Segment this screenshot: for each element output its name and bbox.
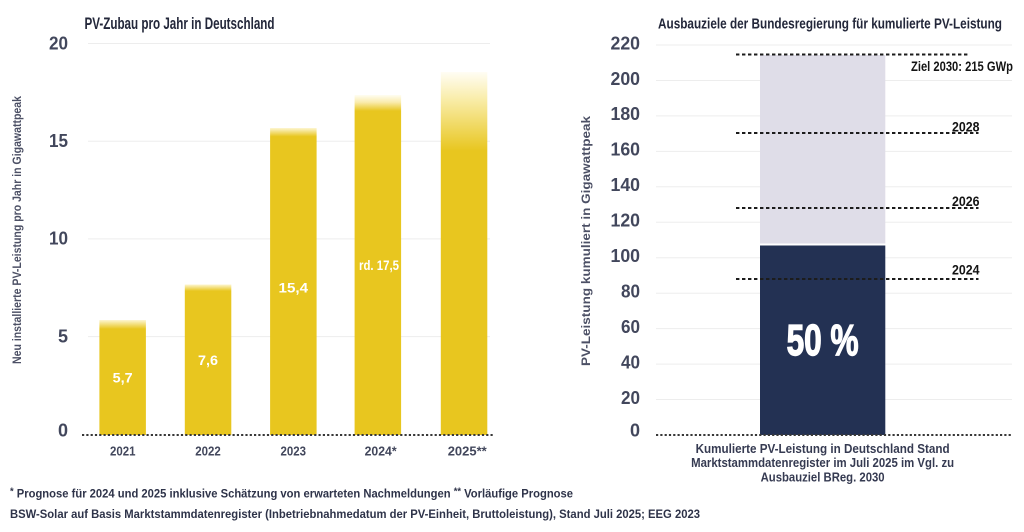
- svg-text:15,4: 15,4: [279, 280, 309, 296]
- svg-text:Ziel 2030: 215 GWp: Ziel 2030: 215 GWp: [911, 59, 1013, 74]
- svg-text:200: 200: [611, 69, 641, 89]
- svg-text:180: 180: [611, 104, 641, 124]
- svg-text:Marktstammdatenregister im Jul: Marktstammdatenregister im Juli 2025 im …: [691, 455, 954, 470]
- svg-text:10: 10: [49, 229, 68, 249]
- svg-text:Ausbauziele der Bundesregierun: Ausbauziele der Bundesregierung für kumu…: [658, 15, 1002, 32]
- svg-text:rd. 17,5: rd. 17,5: [359, 257, 399, 273]
- svg-text:140: 140: [611, 175, 641, 195]
- svg-text:100: 100: [611, 246, 641, 266]
- svg-text:Kumulierte PV-Leistung in Deut: Kumulierte PV-Leistung in Deutschland St…: [696, 441, 950, 456]
- svg-text:2021: 2021: [110, 444, 136, 459]
- svg-text:5: 5: [58, 326, 68, 346]
- svg-text:120: 120: [611, 211, 641, 231]
- svg-text:0: 0: [58, 421, 68, 441]
- svg-text:PV-Zubau pro Jahr in Deutschla: PV-Zubau pro Jahr in Deutschland: [85, 15, 275, 33]
- svg-text:2028: 2028: [952, 120, 980, 135]
- svg-text:5,7: 5,7: [113, 370, 133, 386]
- svg-text:20: 20: [49, 33, 68, 53]
- svg-text:2022: 2022: [195, 444, 221, 459]
- svg-text:40: 40: [621, 352, 640, 372]
- svg-text:2025**: 2025**: [448, 444, 488, 459]
- svg-text:80: 80: [621, 282, 640, 302]
- svg-text:160: 160: [611, 140, 641, 160]
- svg-text:20: 20: [621, 388, 640, 408]
- svg-text:Neu installierte PV-Leistung p: Neu installierte PV-Leistung pro Jahr in…: [10, 96, 24, 364]
- svg-text:60: 60: [621, 317, 640, 337]
- svg-text:15: 15: [49, 131, 68, 151]
- svg-text:BSW-Solar auf Basis Marktstamm: BSW-Solar auf Basis Marktstammdatenregis…: [10, 507, 700, 521]
- svg-text:220: 220: [611, 33, 641, 53]
- svg-text:* Prognose für 2024 und 2025 i: * Prognose für 2024 und 2025 inklusive S…: [10, 487, 573, 501]
- svg-text:2024*: 2024*: [365, 444, 398, 459]
- svg-text:50 %: 50 %: [787, 316, 859, 365]
- svg-text:2026: 2026: [952, 194, 980, 209]
- svg-text:PV-Leistung kumuliert in Gigaw: PV-Leistung kumuliert in Gigawattpeak: [579, 116, 593, 366]
- svg-text:2023: 2023: [281, 444, 307, 459]
- svg-text:0: 0: [630, 421, 640, 441]
- svg-text:2024: 2024: [952, 263, 980, 278]
- svg-text:Ausbauziel BReg. 2030: Ausbauziel BReg. 2030: [761, 470, 885, 485]
- svg-text:7,6: 7,6: [198, 352, 218, 368]
